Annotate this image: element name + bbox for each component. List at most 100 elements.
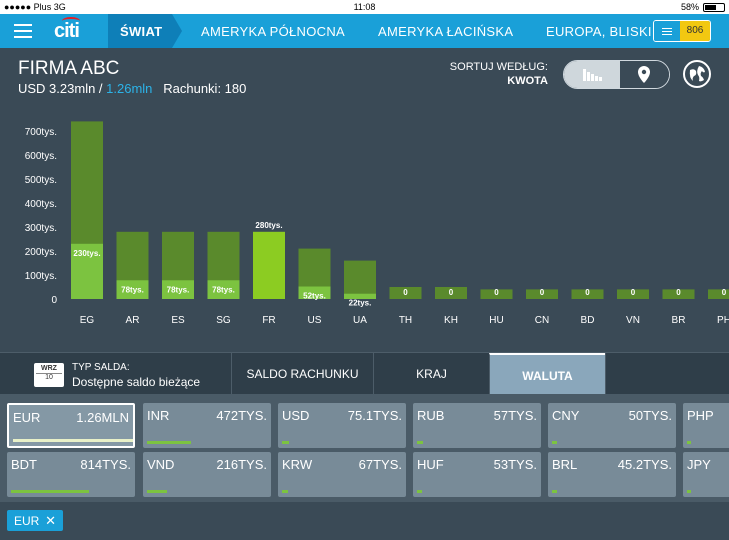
filter-chip[interactable]: EUR ✕	[7, 510, 63, 531]
currency-tile[interactable]: KRW 67TYS.	[278, 452, 406, 497]
menu-icon[interactable]	[14, 24, 32, 38]
currency-code: VND	[147, 457, 175, 472]
x-category-label: PH	[717, 315, 729, 326]
currency-tile[interactable]: JPY	[683, 452, 729, 497]
list-icon	[654, 21, 680, 41]
balance-separator: /	[95, 81, 107, 96]
y-tick-label: 700tys.	[25, 127, 57, 138]
currency-amount: 57TYS.	[493, 408, 537, 423]
bar-total[interactable]	[662, 289, 695, 299]
bar-highlight[interactable]	[162, 280, 194, 299]
map-view-button[interactable]	[620, 61, 669, 88]
bar-total[interactable]	[571, 289, 604, 299]
x-category-label: SG	[216, 315, 231, 326]
accounts-count: Rachunki: 180	[163, 81, 247, 96]
bar-total[interactable]	[617, 289, 649, 299]
currency-tile[interactable]: CNY 50TYS.	[548, 403, 676, 448]
bar-data-label: 0	[449, 288, 454, 297]
currency-level-bar	[11, 490, 89, 493]
bar-data-label: 0	[631, 288, 636, 297]
y-tick-label: 100tys.	[25, 271, 57, 282]
currency-code: EUR	[13, 410, 41, 425]
close-icon[interactable]: ✕	[45, 513, 56, 528]
bar-data-label: 0	[722, 288, 727, 297]
currency-code: CNY	[552, 408, 580, 423]
x-category-label: FR	[262, 315, 275, 326]
bar-data-label: 0	[676, 288, 681, 297]
tab-north-america[interactable]: AMERYKA PÓŁNOCNA	[201, 24, 345, 39]
currency-level-bar	[417, 490, 422, 493]
y-tick-label: 0	[51, 295, 57, 306]
bar-data-label: 78tys.	[121, 285, 144, 294]
tab-world-bg	[108, 14, 172, 48]
x-category-label: EG	[80, 315, 95, 326]
tab-currency[interactable]: WALUTA	[489, 353, 605, 395]
currency-tile[interactable]: BRL 45.2TYS.	[548, 452, 676, 497]
currency-level-bar	[552, 441, 557, 444]
currency-code: PHP	[687, 408, 714, 423]
bar-total[interactable]	[480, 289, 513, 299]
balance-tabs: WRZ 10 TYP SALDA: Dostępne saldo bieżące…	[0, 352, 729, 395]
bar-highlight[interactable]	[344, 293, 376, 299]
chart-svg: 0 100tys. 200tys. 300tys. 400tys. 500tys. 600t…	[25, 121, 729, 326]
currency-level-bar	[687, 490, 691, 493]
bar-total[interactable]	[389, 287, 422, 299]
bar-highlight[interactable]	[253, 231, 285, 299]
bar-total[interactable]	[344, 260, 376, 299]
x-category-label: BD	[581, 315, 595, 326]
currency-amount: 472TYS.	[216, 408, 267, 423]
tab-account-balance[interactable]: SALDO RACHUNKU	[231, 353, 373, 395]
currency-tile[interactable]: RUB 57TYS.	[413, 403, 541, 448]
bar-chart-icon	[583, 69, 602, 81]
currency-amount: 67TYS.	[358, 457, 402, 472]
y-tick-label: 600tys.	[25, 151, 57, 162]
currency-tile[interactable]: PHP	[683, 403, 729, 448]
y-tick-label: 200tys.	[25, 247, 57, 258]
currency-tile[interactable]: INR 472TYS.	[143, 403, 271, 448]
balance-summary: USD 3.23mln / 1.26mln Rachunki: 180	[18, 81, 246, 96]
tab-country[interactable]: KRAJ	[373, 353, 489, 395]
currency-code: BDT	[11, 457, 37, 472]
y-tick-label: 300tys.	[25, 223, 57, 234]
bar-total[interactable]	[526, 289, 558, 299]
y-tick-label: 500tys.	[25, 175, 57, 186]
top-nav: citi ŚWIAT AMERYKA PÓŁNOCNA AMERYKA ŁACI…	[0, 14, 729, 48]
bar-highlight[interactable]	[116, 280, 149, 299]
calendar-month: WRZ	[41, 365, 57, 372]
notifications-button[interactable]: 806	[653, 20, 711, 42]
bar-view-button[interactable]	[564, 61, 620, 88]
balance-type-value[interactable]: Dostępne saldo bieżące	[72, 375, 201, 389]
bar-highlight[interactable]	[207, 280, 240, 299]
currency-level-bar	[282, 441, 289, 444]
currency-code: BRL	[552, 457, 578, 472]
x-category-label: UA	[353, 315, 367, 326]
tab-world[interactable]: ŚWIAT	[120, 24, 163, 39]
currency-code: JPY	[687, 457, 711, 472]
currency-tile[interactable]: HUF 53TYS.	[413, 452, 541, 497]
bar-data-label: 22tys.	[349, 299, 372, 308]
globe-icon[interactable]	[683, 60, 711, 88]
bar-highlight[interactable]	[71, 243, 103, 299]
x-category-label: VN	[626, 315, 640, 326]
currency-tile[interactable]: USD 75.1TYS.	[278, 403, 406, 448]
tab-europe[interactable]: EUROPA, BLISKI	[546, 24, 652, 39]
currency-tile[interactable]: BDT 814TYS.	[7, 452, 135, 497]
bar-total[interactable]	[708, 289, 729, 299]
sort-value[interactable]: KWOTA	[507, 75, 548, 87]
bar-highlight[interactable]	[298, 286, 331, 299]
currency-code: KRW	[282, 457, 313, 472]
currency-tile[interactable]: VND 216TYS.	[143, 452, 271, 497]
tab-latin-america[interactable]: AMERYKA ŁACIŃSKA	[378, 24, 514, 39]
x-category-label: KH	[444, 315, 458, 326]
currency-level-bar	[13, 439, 133, 442]
tab-world-arrow	[172, 14, 182, 48]
currency-level-bar	[687, 441, 691, 444]
currency-amount: 75.1TYS.	[347, 408, 402, 423]
clock: 11:08	[353, 2, 376, 12]
carrier-label: ●●●●● Plus 3G	[4, 2, 66, 12]
bar-total[interactable]	[435, 287, 467, 299]
currency-amount: 45.2TYS.	[617, 457, 672, 472]
currency-tile[interactable]: EUR 1.26MLN	[7, 403, 135, 448]
calendar-icon[interactable]: WRZ 10	[34, 363, 64, 387]
currency-code: USD	[282, 408, 310, 423]
